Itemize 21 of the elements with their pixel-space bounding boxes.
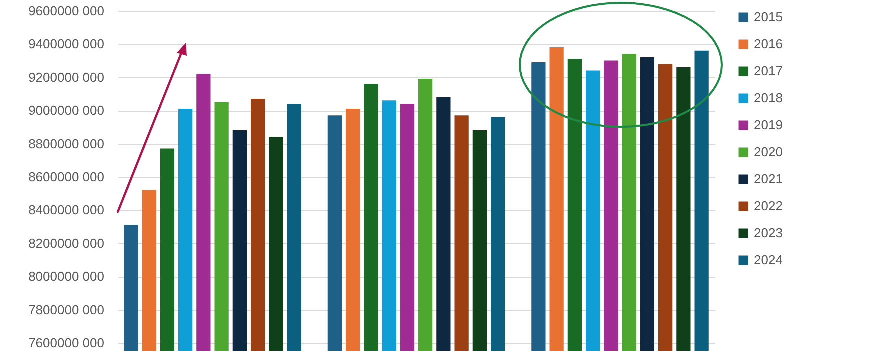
legend-label: 2020	[754, 144, 783, 160]
legend-label: 2016	[754, 36, 783, 52]
y-tick-label: 9400000 000	[28, 36, 104, 52]
legend-label: 2023	[754, 226, 783, 240]
y-tick-label: 8200000 000	[28, 236, 104, 251]
y-tick-label: 8000000 000	[28, 269, 104, 284]
legend-label: 2018	[754, 90, 783, 106]
y-tick-label: 9000000 000	[28, 103, 104, 118]
y-tick-label: 9200000 000	[28, 70, 104, 85]
y-tick-label: 8600000 000	[28, 170, 104, 184]
y-tick-label: 8800000 000	[28, 136, 104, 152]
legend-label: 2022	[754, 198, 783, 214]
y-tick-label: 7800000 000	[28, 302, 104, 318]
legend-label: 2019	[754, 118, 783, 132]
legend-label: 2017	[754, 64, 783, 78]
y-tick-label: 8400000 000	[28, 202, 104, 218]
legend-label: 2021	[754, 172, 783, 186]
legend-label: 2015	[754, 10, 783, 24]
legend-label: 2024	[754, 252, 783, 268]
y-tick-label: 9600000 000	[28, 4, 104, 18]
y-tick-label: 7600000 000	[28, 336, 104, 350]
